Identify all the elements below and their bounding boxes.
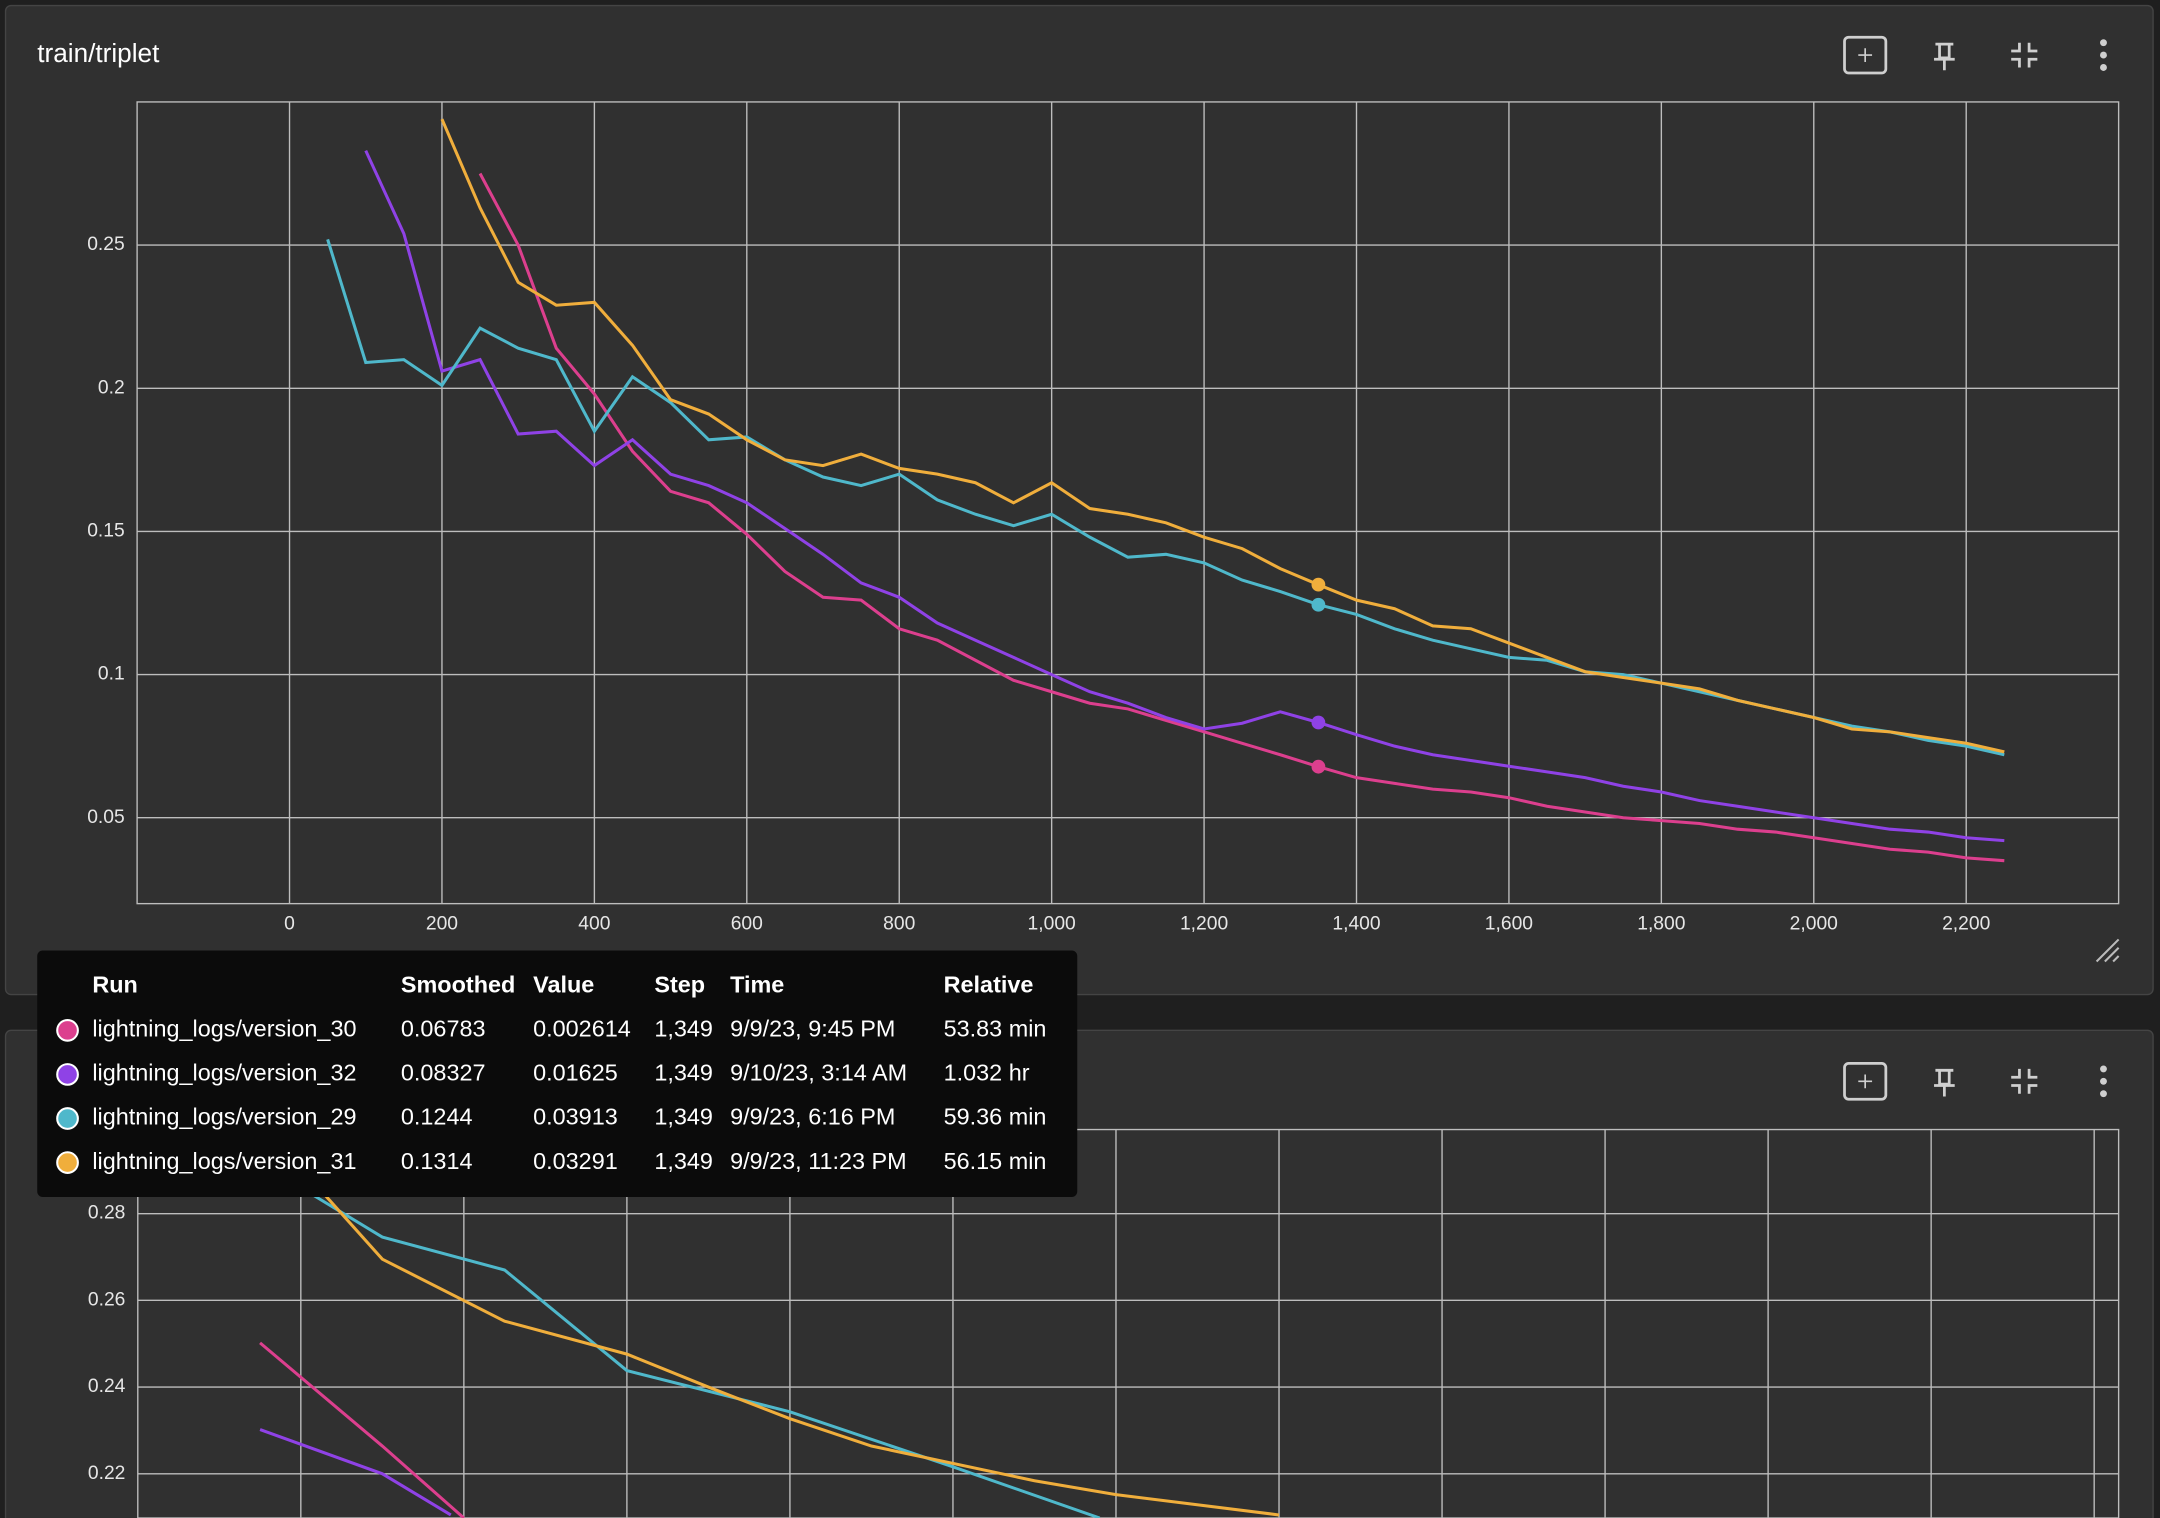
plot-border — [137, 1128, 2120, 1518]
tooltip-header: Smoothed — [401, 971, 515, 997]
tooltip-cell: 0.01625 — [533, 1060, 618, 1086]
tooltip-cell: 9/9/23, 11:23 PM — [730, 1148, 907, 1174]
x-tick-label: 1,400 — [1332, 913, 1380, 934]
hover-point — [1311, 597, 1326, 612]
tooltip-cell: 1,349 — [654, 1148, 713, 1174]
tooltip-cell: 9/9/23, 6:16 PM — [730, 1104, 895, 1130]
y-tick-label: 0.1 — [98, 664, 125, 685]
fit-button[interactable] — [1843, 1062, 1888, 1101]
x-tick-label: 1,800 — [1637, 913, 1685, 934]
x-tick-label: 800 — [883, 913, 915, 934]
collapse-button[interactable] — [2011, 1068, 2038, 1094]
chart: 0.22 0.24 0.26 0.28 — [88, 1128, 2120, 1518]
tooltip-cell: 0.03913 — [533, 1104, 618, 1130]
y-tick-label: 0.24 — [88, 1376, 126, 1397]
run-name: lightning_logs/version_29 — [92, 1104, 356, 1130]
x-tick-label: 1,600 — [1485, 913, 1533, 934]
series-line — [364, 149, 2005, 843]
series-line — [478, 172, 2005, 863]
toolbar — [1843, 35, 2107, 1101]
x-tick-label: 400 — [578, 913, 610, 934]
tooltip-box — [37, 950, 1078, 1198]
plot-border — [136, 101, 2120, 905]
tooltip-cell: 9/10/23, 3:14 AM — [730, 1060, 907, 1086]
series-line — [440, 118, 2005, 754]
y-tick-label: 0.28 — [88, 1203, 126, 1224]
hover-point — [1311, 577, 1326, 592]
smoothed-value: 0.1314 — [401, 1148, 473, 1174]
y-tick-label: 0.26 — [88, 1289, 126, 1310]
smoothed-value: 0.08327 — [401, 1060, 486, 1086]
tooltip-cell: 1,349 — [654, 1016, 713, 1042]
hover-point — [1311, 715, 1326, 730]
run-swatch — [56, 1063, 79, 1086]
tooltip-cell: 9/9/23, 9:45 PM — [730, 1016, 895, 1042]
series-line — [259, 1428, 452, 1517]
panel-title: train/triplet — [37, 38, 160, 68]
y-tick-label: 0.2 — [98, 377, 125, 398]
charts: 0.05 0.1 0.15 0.2 0.25 0 200 400 600 800 1,000 1,20… — [87, 101, 2120, 1518]
tooltip-header: Relative — [944, 971, 1034, 997]
y-tick-label: 0.05 — [87, 807, 125, 828]
plot-lines — [326, 118, 2005, 863]
tooltip-header: Time — [730, 971, 784, 997]
run-name: lightning_logs/version_32 — [92, 1060, 356, 1086]
run-name: lightning_logs/version_30 — [92, 1016, 356, 1042]
tooltip-cell: 0.002614 — [533, 1016, 631, 1042]
menu-button[interactable] — [2100, 1065, 2107, 1098]
x-tick-label: 200 — [426, 913, 458, 934]
x-tick-label: 2,000 — [1790, 913, 1838, 934]
x-tick-label: 1,000 — [1028, 913, 1076, 934]
tooltip-cell: 59.36 min — [944, 1104, 1047, 1130]
smoothed-value: 0.06783 — [401, 1016, 486, 1042]
x-tick-label: 600 — [731, 913, 763, 934]
fit-button[interactable] — [1843, 35, 1888, 75]
hover-point — [1311, 759, 1326, 774]
menu-button[interactable] — [2100, 39, 2107, 71]
series-line — [300, 1186, 1101, 1518]
series-line — [259, 1341, 465, 1518]
resize-handle[interactable] — [2095, 938, 2120, 963]
plot-lines — [259, 1144, 1280, 1518]
tooltip-cell: 53.83 min — [944, 1016, 1047, 1042]
y-tick-label: 0.25 — [87, 234, 125, 255]
tooltip-cell: 56.15 min — [944, 1148, 1047, 1174]
tooltip-header: Value — [533, 971, 594, 997]
collapse-button[interactable] — [2011, 42, 2038, 68]
tooltip-cell: 1,349 — [654, 1104, 713, 1130]
tooltip-cell: 1.032 hr — [944, 1060, 1030, 1086]
run-swatch — [56, 1107, 79, 1130]
pin-button[interactable] — [1934, 42, 1955, 71]
run-swatch — [56, 1151, 79, 1174]
series-line — [259, 1144, 1280, 1517]
tooltip-header: Run — [92, 971, 138, 997]
run-swatch — [56, 1019, 79, 1042]
chart: 0.05 0.1 0.15 0.2 0.25 0 200 400 600 800 1,000 1,20… — [87, 101, 2120, 934]
tooltip-cell: 0.03291 — [533, 1148, 618, 1174]
run-name: lightning_logs/version_31 — [92, 1148, 356, 1174]
pin-button[interactable] — [1934, 1068, 1955, 1097]
x-tick-label: 0 — [284, 913, 295, 934]
x-tick-label: 2,200 — [1942, 913, 1990, 934]
tooltip: Run Smoothed Value Step Time Relative lightnin… — [37, 950, 1078, 1198]
y-tick-label: 0.15 — [87, 521, 125, 542]
smoothed-value: 0.1244 — [401, 1104, 473, 1130]
y-tick-label: 0.22 — [88, 1463, 126, 1484]
tooltip-header: Step — [654, 971, 705, 997]
tooltip-cell: 1,349 — [654, 1060, 713, 1086]
x-tick-label: 1,200 — [1180, 913, 1228, 934]
